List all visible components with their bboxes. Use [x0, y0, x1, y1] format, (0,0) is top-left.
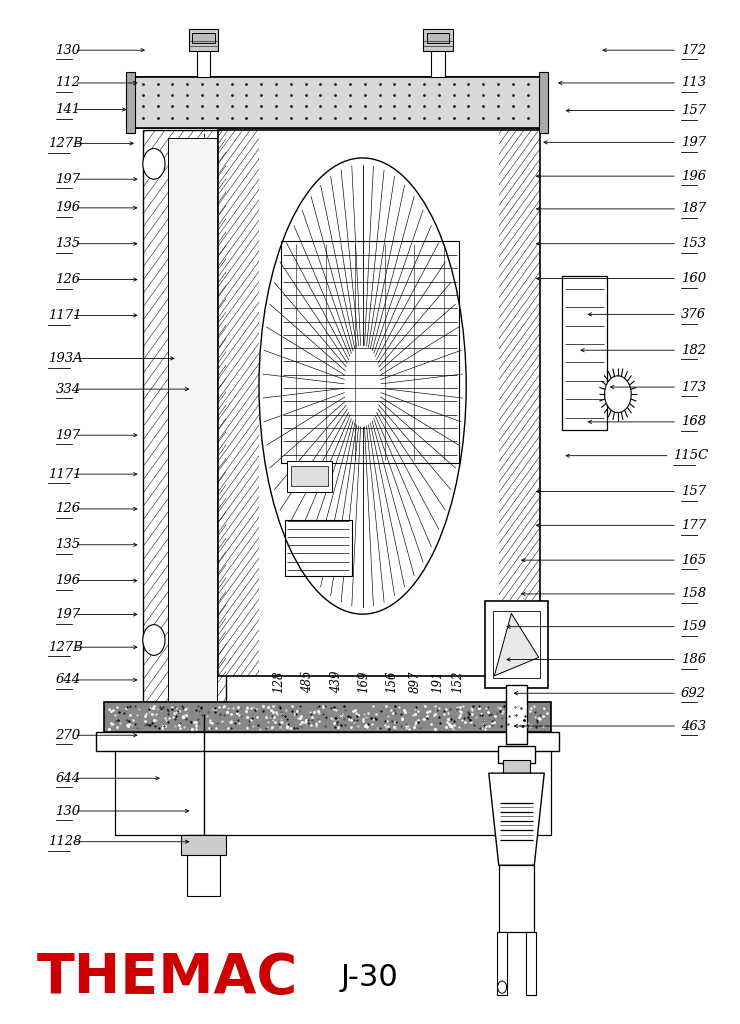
Circle shape	[143, 625, 165, 655]
Text: 172: 172	[681, 44, 706, 56]
Text: 334: 334	[56, 383, 81, 395]
Bar	[181, 835, 226, 855]
Text: 644: 644	[56, 674, 81, 686]
Bar	[493, 611, 540, 678]
Bar	[497, 932, 507, 995]
Text: 113: 113	[681, 77, 706, 89]
Bar	[291, 466, 328, 486]
Bar	[218, 130, 540, 676]
Bar	[187, 835, 220, 896]
Bar	[126, 72, 135, 133]
Text: 157: 157	[681, 485, 706, 498]
Text: 182: 182	[681, 344, 706, 356]
Bar	[499, 865, 534, 932]
Text: 1171: 1171	[48, 468, 81, 480]
Text: 692: 692	[681, 687, 706, 699]
Text: J-30: J-30	[340, 964, 398, 992]
Text: 135: 135	[56, 238, 81, 250]
Text: 187: 187	[681, 203, 706, 215]
Text: 1128: 1128	[48, 836, 81, 848]
Text: 156: 156	[385, 671, 398, 693]
Text: 897: 897	[408, 671, 422, 693]
Text: 115C: 115C	[673, 450, 709, 462]
Text: 127B: 127B	[48, 641, 83, 653]
Text: 126: 126	[56, 273, 81, 286]
Text: 152: 152	[451, 671, 465, 693]
Bar	[503, 760, 530, 775]
Bar	[281, 241, 459, 463]
Bar	[104, 702, 551, 732]
Text: 141: 141	[56, 103, 81, 116]
Bar	[539, 72, 548, 133]
Polygon shape	[488, 773, 545, 865]
Text: 196: 196	[56, 574, 81, 587]
Bar	[506, 685, 527, 744]
Text: 159: 159	[681, 621, 706, 633]
Text: 168: 168	[681, 416, 706, 428]
Circle shape	[497, 981, 506, 993]
Text: 165: 165	[681, 554, 706, 566]
Text: 376: 376	[681, 308, 706, 321]
Text: 193A: 193A	[48, 352, 83, 365]
Text: THEMAC: THEMAC	[37, 951, 298, 1005]
Bar	[287, 461, 332, 492]
Text: 153: 153	[681, 238, 706, 250]
Text: 196: 196	[681, 170, 706, 182]
Text: 197: 197	[681, 136, 706, 148]
Bar	[115, 732, 551, 835]
Text: 130: 130	[56, 44, 81, 56]
Text: 644: 644	[56, 772, 81, 784]
Bar	[431, 33, 445, 77]
Bar	[96, 732, 559, 751]
Bar	[192, 33, 215, 43]
Text: 439: 439	[330, 671, 343, 693]
Bar	[143, 130, 226, 714]
Text: 1171: 1171	[48, 309, 81, 322]
Text: 112: 112	[56, 77, 81, 89]
Text: 186: 186	[681, 653, 706, 666]
Bar	[423, 29, 453, 51]
Text: 270: 270	[56, 729, 81, 741]
Text: 191: 191	[431, 671, 444, 693]
Text: 157: 157	[681, 104, 706, 117]
Polygon shape	[494, 613, 539, 676]
Bar	[189, 29, 218, 51]
Text: 126: 126	[56, 503, 81, 515]
Bar	[562, 276, 607, 430]
Text: 173: 173	[681, 381, 706, 393]
Bar	[526, 932, 536, 995]
Text: 197: 197	[56, 429, 81, 441]
Text: 158: 158	[681, 588, 706, 600]
Bar	[168, 138, 217, 706]
Bar	[130, 77, 544, 128]
Text: 197: 197	[56, 608, 81, 621]
Bar	[285, 520, 352, 575]
Text: 128: 128	[272, 671, 285, 693]
Text: 197: 197	[56, 173, 81, 185]
Bar	[498, 746, 535, 763]
Text: 485: 485	[300, 671, 314, 693]
Circle shape	[143, 148, 165, 179]
Text: 177: 177	[681, 519, 706, 531]
Bar	[197, 33, 210, 77]
Bar	[485, 601, 548, 688]
Text: 127B: 127B	[48, 137, 83, 150]
Text: 463: 463	[681, 720, 706, 732]
Text: 160: 160	[681, 272, 706, 285]
Text: 169: 169	[357, 671, 371, 693]
Text: 130: 130	[56, 805, 81, 817]
Text: 196: 196	[56, 202, 81, 214]
Text: 135: 135	[56, 539, 81, 551]
Bar	[427, 33, 449, 43]
Circle shape	[605, 376, 631, 413]
